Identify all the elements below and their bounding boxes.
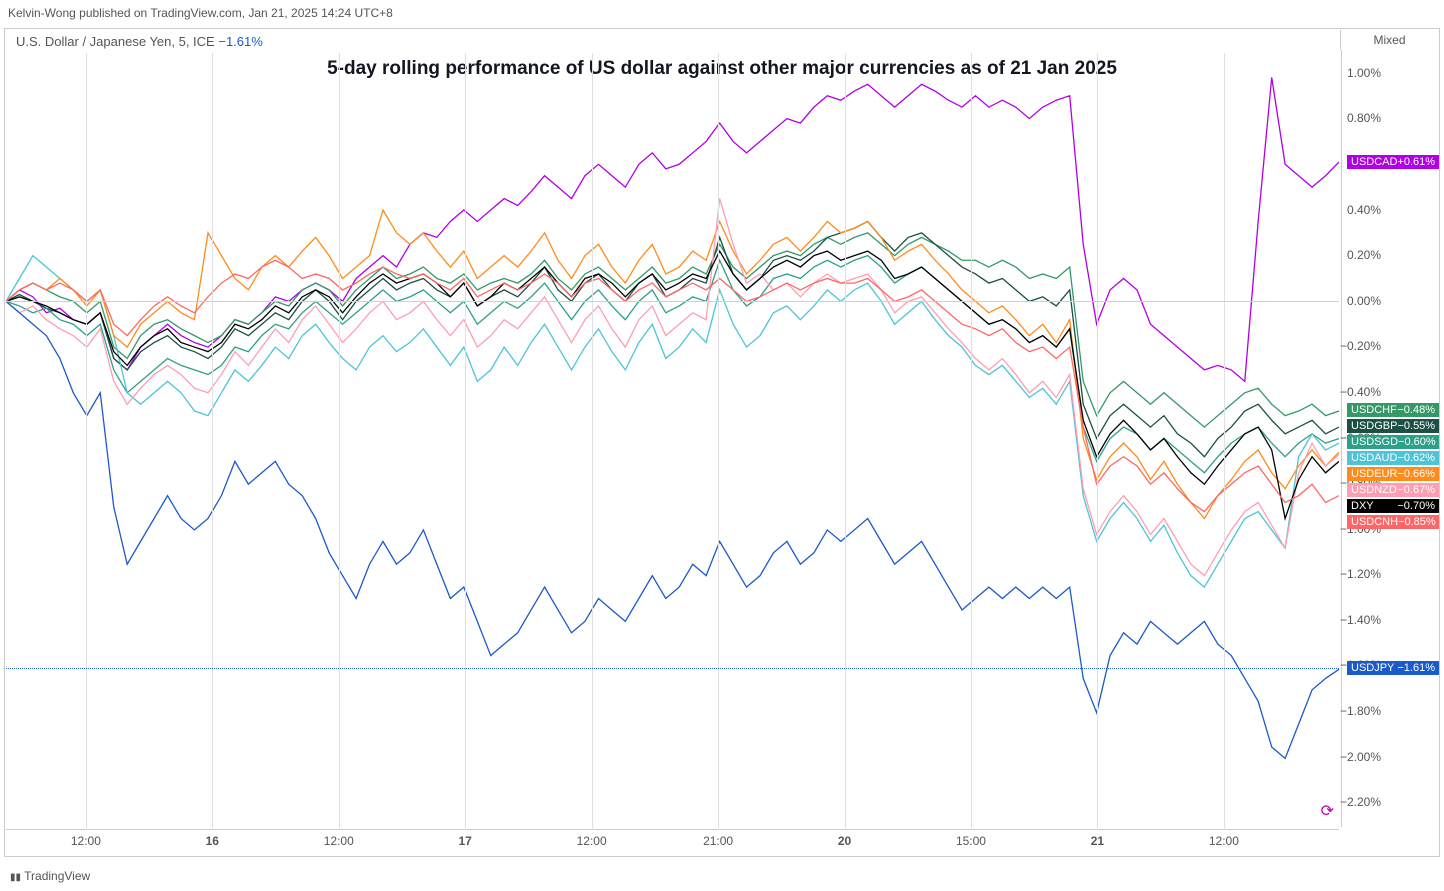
- x-gridline: [592, 53, 593, 830]
- y-tick-label: 1.00%: [1347, 66, 1381, 80]
- x-gridline: [971, 53, 972, 830]
- x-tick-label: 17: [459, 834, 472, 848]
- y-tick-label: −0.20%: [1340, 339, 1381, 353]
- series-name: USDEUR: [1351, 468, 1397, 480]
- x-gridline: [845, 53, 846, 830]
- scale-mode-label[interactable]: Mixed: [1340, 30, 1438, 50]
- series-value: −0.55%: [1397, 420, 1435, 432]
- series-value: −0.60%: [1398, 436, 1436, 448]
- x-tick-label: 21: [1091, 834, 1104, 848]
- series-value: −0.67%: [1397, 484, 1435, 496]
- series-value: +0.61%: [1397, 156, 1435, 168]
- instrument-pct: −1.61%: [218, 34, 262, 49]
- x-tick-label: 12:00: [324, 834, 354, 848]
- series-line-usdgbp: [6, 221, 1339, 456]
- instrument-header: U.S. Dollar / Japanese Yen, 5, ICE −1.61…: [16, 34, 263, 49]
- series-value: −0.70%: [1397, 500, 1435, 512]
- x-axis[interactable]: 12:00 16 12:00 17 12:00 21:00 20 15:00 21 12:00: [6, 829, 1339, 855]
- x-tick-label: 12:00: [577, 834, 607, 848]
- series-line-dxy: [6, 251, 1339, 518]
- series-line-usdcad: [6, 77, 1339, 381]
- series-value: −0.48%: [1397, 404, 1435, 416]
- series-label-usdeur[interactable]: USDEUR−0.66%: [1347, 467, 1439, 481]
- x-gridline: [86, 53, 87, 830]
- series-label-usdsgd[interactable]: USDSGD−0.60%: [1347, 435, 1439, 449]
- series-name: USDJPY: [1351, 662, 1394, 674]
- series-value: −0.66%: [1397, 468, 1435, 480]
- x-tick-label: 15:00: [956, 834, 986, 848]
- series-label-usdchf[interactable]: USDCHF−0.48%: [1347, 403, 1439, 417]
- series-label-dxy[interactable]: DXY −0.70%: [1347, 499, 1439, 513]
- y-tick-label: −2.00%: [1340, 750, 1381, 764]
- series-name: USDCAD: [1351, 156, 1397, 168]
- zero-gridline: [6, 301, 1339, 302]
- series-line-usdsgd: [6, 256, 1339, 473]
- series-label-usdjpy[interactable]: USDJPY−1.61%: [1347, 661, 1439, 675]
- x-gridline: [718, 53, 719, 830]
- series-line-usdeur: [6, 210, 1339, 518]
- x-gridline: [1224, 53, 1225, 830]
- instrument-name: U.S. Dollar / Japanese Yen, 5, ICE: [16, 34, 215, 49]
- series-label-usdcad[interactable]: USDCAD+0.61%: [1347, 155, 1439, 169]
- series-name: USDGBP: [1351, 420, 1397, 432]
- y-tick-label: 0.80%: [1347, 111, 1381, 125]
- series-label-usdgbp[interactable]: USDGBP−0.55%: [1347, 419, 1439, 433]
- series-name: USDAUD: [1351, 452, 1397, 464]
- series-label-usdcnh[interactable]: USDCNH−0.85%: [1347, 515, 1439, 529]
- attribution-text: Kelvin-Wong published on TradingView.com…: [8, 6, 393, 20]
- series-value: −1.61%: [1397, 662, 1435, 674]
- x-tick-label: 21:00: [703, 834, 733, 848]
- series-name: USDCNH: [1351, 516, 1398, 528]
- y-tick-label: 0.00%: [1347, 294, 1381, 308]
- series-label-usdaud[interactable]: USDAUD−0.62%: [1347, 451, 1439, 465]
- y-tick-label: 0.40%: [1347, 203, 1381, 217]
- current-price-line: [6, 668, 1339, 669]
- series-name: USDCHF: [1351, 404, 1397, 416]
- x-tick-label: 12:00: [1209, 834, 1239, 848]
- y-tick-label: −1.80%: [1340, 704, 1381, 718]
- x-gridline: [1097, 53, 1098, 830]
- chart-svg: [6, 50, 1339, 827]
- x-tick-label: 20: [838, 834, 851, 848]
- series-value: −0.62%: [1397, 452, 1435, 464]
- x-gridline: [212, 53, 213, 830]
- x-tick-label: 16: [206, 834, 219, 848]
- series-line-usdjpy: [6, 301, 1339, 758]
- auto-scale-icon[interactable]: ⟳: [1321, 801, 1334, 821]
- y-tick-label: −0.40%: [1340, 385, 1381, 399]
- tradingview-logo[interactable]: ▮▮ TradingView: [10, 869, 90, 883]
- series-label-usdnzd[interactable]: USDNZD−0.67%: [1347, 483, 1439, 497]
- series-value: −0.85%: [1398, 516, 1436, 528]
- series-line-usdcnh: [6, 260, 1339, 511]
- series-name: DXY: [1351, 500, 1374, 512]
- series-name: USDNZD: [1351, 484, 1397, 496]
- x-tick-label: 12:00: [71, 834, 101, 848]
- y-tick-label: −2.20%: [1340, 795, 1381, 809]
- series-name: USDSGD: [1351, 436, 1398, 448]
- y-tick-label: 0.20%: [1347, 248, 1381, 262]
- chart-plot-area[interactable]: [6, 50, 1339, 827]
- y-tick-label: −1.20%: [1340, 567, 1381, 581]
- series-line-usdnzd: [6, 199, 1339, 576]
- series-line-usdaud: [6, 256, 1339, 587]
- y-tick-label: −1.40%: [1340, 613, 1381, 627]
- x-gridline: [465, 53, 466, 830]
- x-gridline: [339, 53, 340, 830]
